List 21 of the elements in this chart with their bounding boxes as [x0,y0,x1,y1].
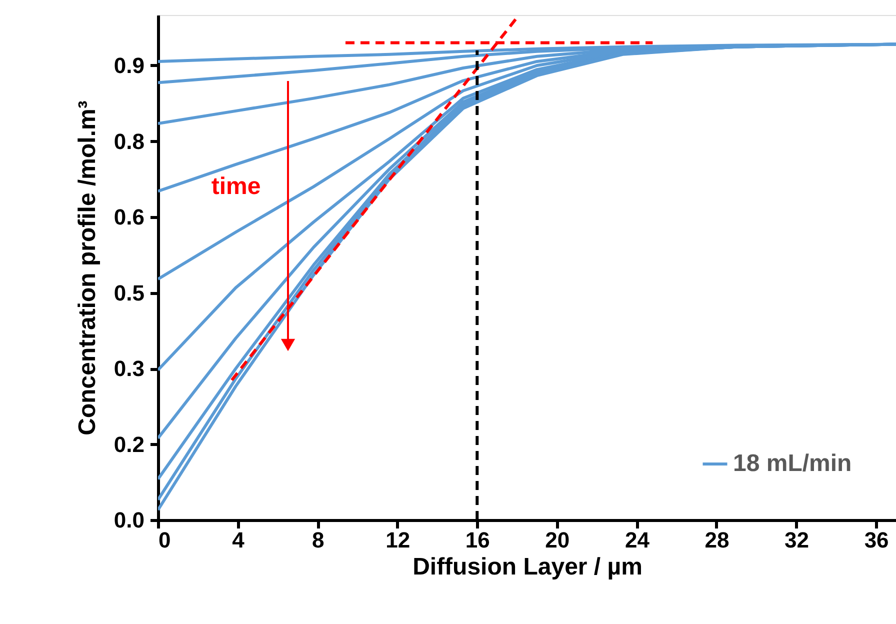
x-tick-label: 12 [386,528,410,552]
y-tick-label: 0.9 [114,53,144,78]
x-tick-label: 24 [624,528,650,552]
y-tick-label: 0.5 [114,280,144,306]
y-tick-label: 0.3 [114,356,144,381]
annotation: time [211,173,261,200]
x-tick-label: 0 [158,528,171,552]
x-tick-label: 32 [784,528,810,552]
y-tick-label: 0.8 [114,128,144,154]
x-tick-label: 4 [232,528,246,552]
y-axis-title: Concentration profile /mol.m³ [74,100,101,436]
x-axis-title: Diffusion Layer / µm [412,554,642,580]
x-tick-label: 8 [312,528,324,552]
x-tick-label: 16 [465,528,490,552]
legend-label: 18 mL/min [733,450,852,477]
x-tick-label: 28 [704,528,730,552]
y-tick-label: 0.2 [114,432,144,457]
y-tick-label: 0.6 [114,204,144,230]
y-tick-label: 0.0 [114,508,144,532]
x-tick-label: 20 [545,528,570,552]
x-tick-label: 36 [864,528,889,552]
